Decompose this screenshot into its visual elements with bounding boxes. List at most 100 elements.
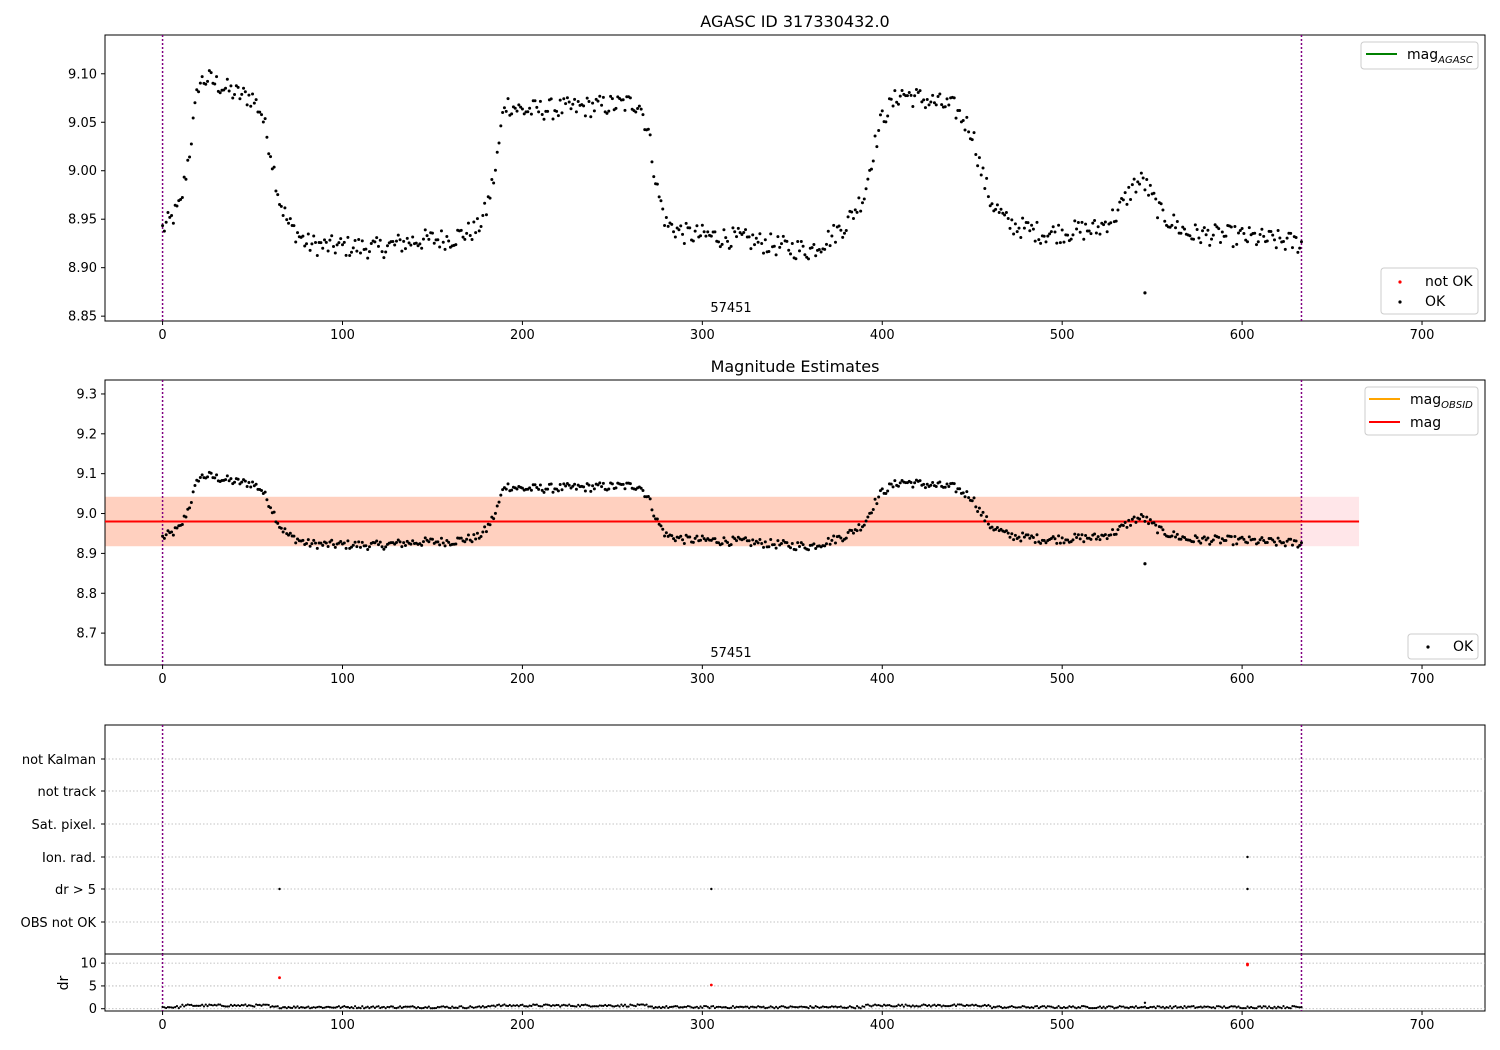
panel2-point [1125,525,1129,529]
panel4-point [1143,1001,1147,1004]
panel1-point [314,241,318,245]
panel2-point [574,487,578,491]
panel2-point [857,523,861,527]
panel1-ytick-label: 9.05 [68,116,97,131]
panel4-point [490,1004,493,1007]
panel1-point [484,213,488,217]
panel4-point [667,1006,670,1010]
panel4-point [692,1006,695,1009]
panel4-point [900,1003,904,1006]
panel2-point [1057,534,1061,538]
panel2-point [164,533,168,537]
panel4-point [1021,1004,1024,1008]
panel1-point [889,97,893,101]
panel2-point [430,537,434,541]
panel4-point [785,1006,789,1009]
panel1-point [1012,232,1016,236]
panel1-point [197,90,201,94]
panel1-point [546,109,550,113]
panel1-point [1235,242,1239,246]
panel4-point [274,1005,278,1008]
panel1-point [305,242,309,246]
panel1-point [472,220,476,224]
panel1-point [180,195,184,199]
panel2-point [945,482,949,486]
panel3-flag-label: OBS not OK [21,916,97,931]
panel2-point [846,531,850,535]
panel2-point [733,537,737,541]
panel1-xtick-label: 500 [1050,328,1075,343]
panel4-point [789,1005,792,1008]
panel1-point [287,221,291,225]
panel4-point [908,1004,911,1007]
panel1-point [823,247,827,251]
panel2-point [661,527,665,531]
panel2-point [799,541,803,545]
panel1-point [769,232,773,236]
panel2-point [859,528,863,532]
panel1-point [1152,191,1156,195]
panel1-point [785,239,789,243]
panel4-xtick-label: 100 [330,1018,355,1033]
panel4-point [224,1005,227,1008]
panel4-point [1041,1005,1044,1008]
panel1-point [720,242,724,246]
panel1-point [731,226,735,230]
panel4-point [1205,1005,1208,1008]
panel1-point [1281,239,1285,243]
panel2-point [601,481,605,485]
panel2-point [1274,543,1278,547]
panel2-point [573,482,577,486]
panel1-point [1003,213,1007,217]
panel1-point [842,231,846,235]
panel1-point [639,107,643,111]
panel4-point [416,1005,420,1009]
panel3-flag-label: not Kalman [22,753,96,768]
panel2-point [789,546,793,550]
legend-ok-marker [1398,300,1402,304]
panel1-point [983,186,987,190]
panel4-point [361,1005,364,1008]
panel1-point [1010,218,1014,222]
panel1-point [407,241,411,245]
panel4-point [1152,1005,1156,1008]
panel2-point [353,540,357,544]
panel1-point [855,210,859,214]
panel1-point [1260,227,1264,231]
panel2-point [762,545,766,549]
panel2-point [466,533,470,537]
panel4-point [668,1005,672,1009]
panel4-point [1253,1007,1256,1010]
panel2-point [319,541,323,545]
panel2-point [294,541,298,545]
panel2-point [1276,536,1280,540]
panel2-point [664,531,668,535]
panel1-point [279,204,283,208]
panel2-xtick-label: 100 [330,672,355,687]
panel4-point [1030,1006,1033,1009]
panel4-point [514,1004,517,1007]
panel1-point [393,243,397,247]
panel1-point [589,115,593,119]
panel4-ytick-label: 5 [89,979,97,994]
panel2-point [871,508,875,512]
panel2-point [1017,535,1021,539]
panel1-point [443,247,447,251]
panel2-point [1042,538,1046,542]
panel1-point [344,253,348,257]
panel1-ytick-label: 9.10 [68,67,97,82]
panel4-point [539,1005,542,1008]
panel2-point [537,487,541,491]
panel1-point [520,107,524,111]
panel1-point [1168,225,1172,229]
panel2-ytick-label: 8.7 [76,627,97,642]
panel4-point [963,1004,967,1008]
panel2-point [326,545,330,549]
panel1-point [717,240,721,244]
panel2-point [826,536,830,540]
panel1-point [333,251,337,255]
panel1-ytick-label: 8.85 [68,310,97,325]
panel2-point [929,483,933,487]
panel2-point [564,484,568,488]
panel2-point [884,491,888,495]
